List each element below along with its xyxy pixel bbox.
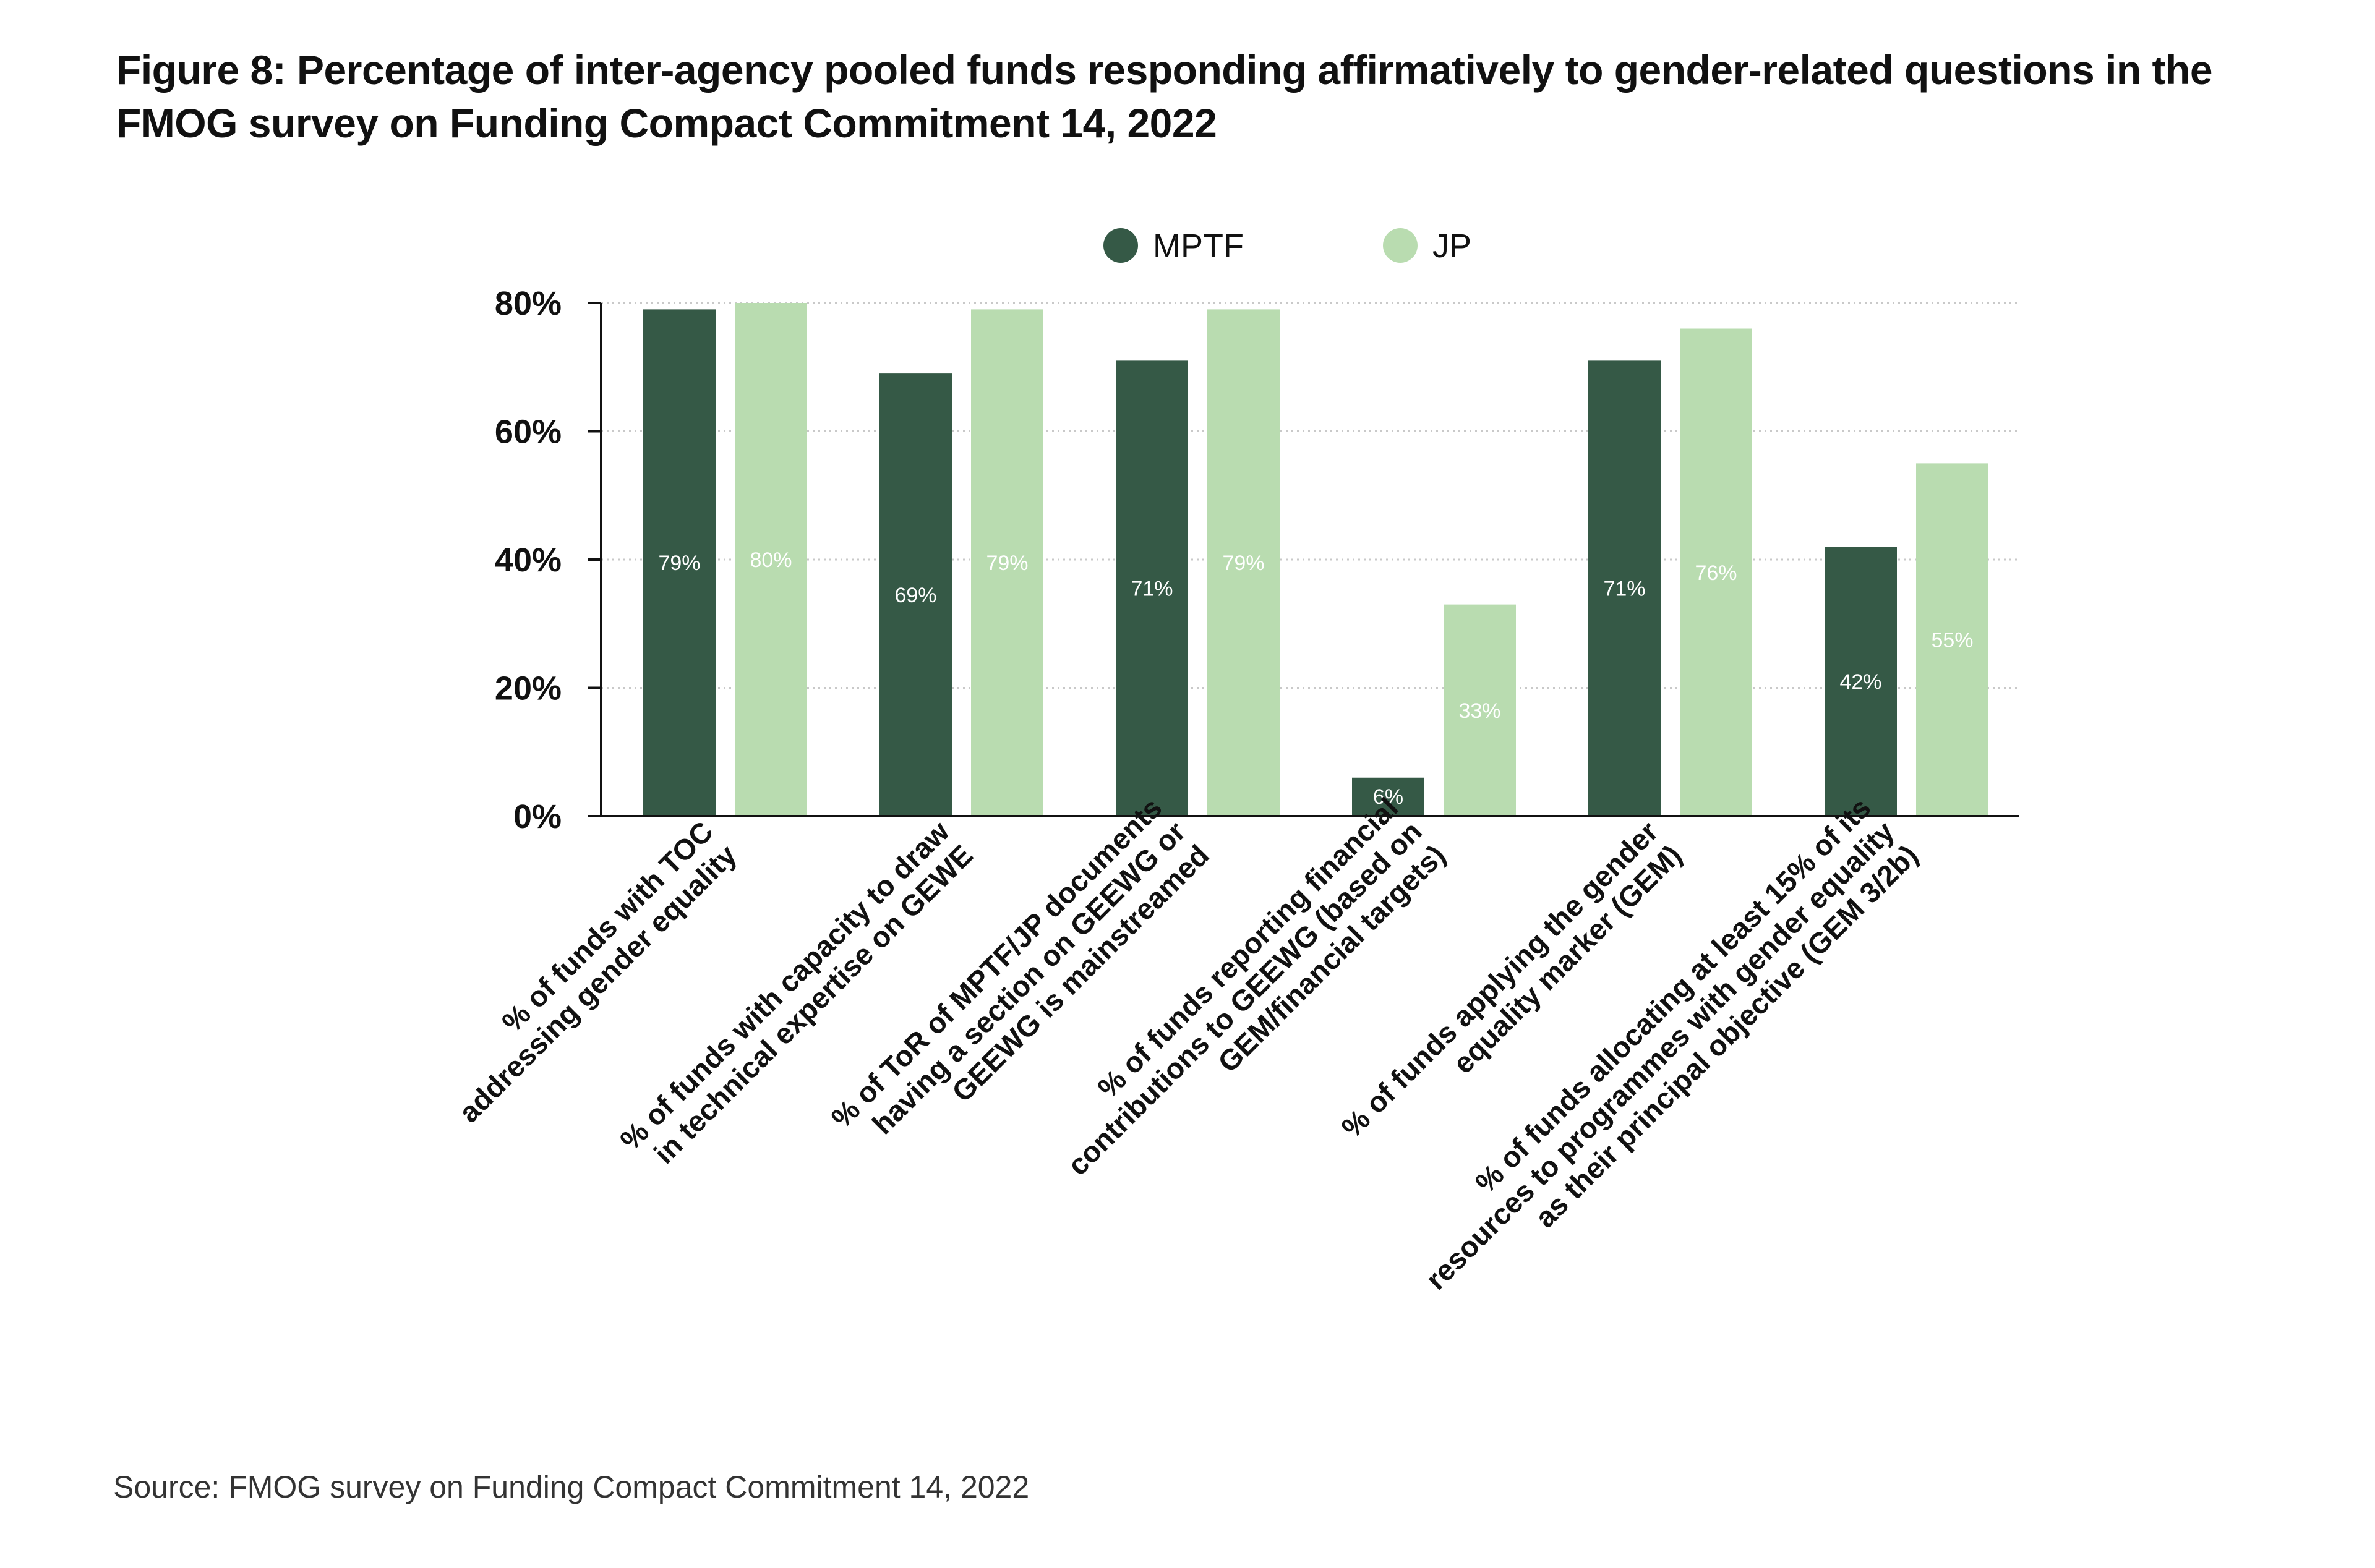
bar-jp-1	[735, 303, 807, 816]
bar-mptf-5	[1588, 360, 1661, 816]
source-note: Source: FMOG survey on Funding Compact C…	[113, 1470, 1030, 1504]
y-tick-label: 40%	[495, 542, 562, 579]
legend-swatch-mptf	[1103, 228, 1138, 263]
y-tick-label: 80%	[495, 285, 562, 322]
legend-label-jp: JP	[1432, 228, 1471, 265]
bar-value-label: 79%	[658, 552, 700, 575]
bar-jp-5	[1680, 328, 1752, 816]
bar-mptf-2	[879, 373, 952, 816]
bar-value-label: 79%	[986, 552, 1028, 575]
bar-mptf-3	[1116, 360, 1188, 816]
legend-label-mptf: MPTF	[1153, 228, 1244, 265]
bar-mptf-6	[1825, 547, 1897, 816]
figure-title: Figure 8: Percentage of inter-agency poo…	[116, 47, 2213, 146]
y-tick-label: 20%	[495, 670, 562, 707]
bar-value-label: 71%	[1131, 577, 1173, 601]
y-tick-label: 60%	[495, 414, 562, 451]
y-tick-labels: 0% 20% 40% 60% 80%	[495, 285, 562, 835]
bar-value-label: 55%	[1931, 629, 1973, 652]
bar-value-label: 42%	[1839, 670, 1881, 694]
bar-mptf-4	[1352, 777, 1424, 816]
legend: MPTF JP	[1103, 228, 1471, 265]
y-tick-label: 0%	[513, 798, 562, 835]
bar-jp-4	[1444, 604, 1516, 816]
bar-mptf-1	[643, 309, 716, 816]
bar-value-label: 69%	[894, 584, 936, 607]
bar-value-label: 76%	[1695, 561, 1737, 585]
bar-value-label: 71%	[1603, 577, 1645, 601]
bar-value-label: 79%	[1222, 552, 1264, 575]
bar-value-label: 6%	[1373, 785, 1403, 809]
legend-swatch-jp	[1383, 228, 1418, 263]
category-label-line: % of funds with TOC	[495, 815, 719, 1039]
bar-value-label: 80%	[750, 548, 792, 572]
bar-jp-2	[971, 309, 1043, 816]
gridlines	[601, 302, 2019, 689]
bar-jp-6	[1916, 463, 1988, 816]
axes	[588, 302, 2019, 817]
bar-jp-3	[1207, 309, 1280, 816]
bar-value-label: 33%	[1458, 699, 1500, 723]
bars: 79% 69% 71% 6% 71% 42% 80% 79% 79% 33% 76% 55%	[643, 303, 1988, 816]
